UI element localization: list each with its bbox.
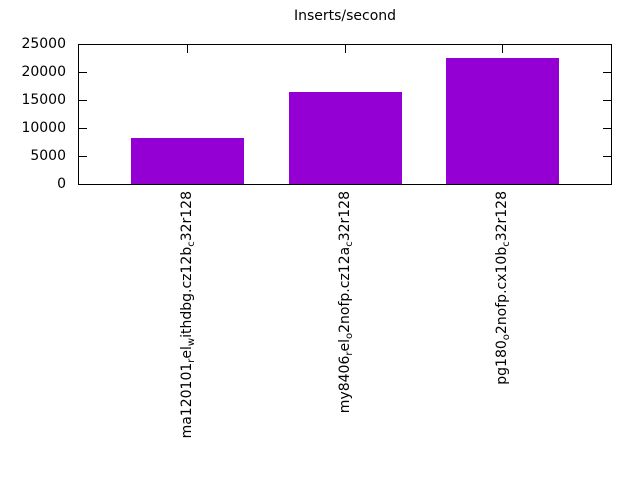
y-axis-tick-label: 5000 [30, 148, 66, 164]
x-axis-tick-top [345, 45, 346, 53]
y-axis-tick-label: 0 [57, 176, 66, 192]
y-axis-tick-right [603, 44, 611, 45]
y-axis-tick-left [79, 184, 87, 185]
x-axis-tick-top [187, 45, 188, 53]
y-axis-tick-label: 20000 [21, 64, 66, 80]
y-axis-tick-right [603, 128, 611, 129]
y-axis-tick-label: 15000 [21, 92, 66, 108]
y-axis-tick-left [79, 156, 87, 157]
y-axis-tick-right [603, 184, 611, 185]
y-axis-tick-right [603, 72, 611, 73]
x-axis-tick-top [502, 45, 503, 53]
x-axis-category-label: my8406relo2nofp.cz12ac32r128 [337, 191, 355, 414]
y-axis-tick-label: 10000 [21, 120, 66, 136]
y-axis-tick-left [79, 128, 87, 129]
y-axis-tick-left [79, 44, 87, 45]
chart-title: Inserts/second [293, 8, 397, 24]
x-axis-category-label: pg180o2nofp.cx10bc32r128 [494, 191, 512, 385]
bar [130, 138, 244, 184]
y-axis-tick-label: 25000 [21, 36, 66, 52]
y-axis-tick-left [79, 72, 87, 73]
y-axis-tick-right [603, 100, 611, 101]
bar [445, 58, 559, 184]
x-axis-category-label: ma120101relwithdbg.cz12bc32r128 [179, 191, 197, 439]
y-axis-tick-right [603, 156, 611, 157]
bar [288, 92, 402, 184]
y-axis-tick-left [79, 100, 87, 101]
